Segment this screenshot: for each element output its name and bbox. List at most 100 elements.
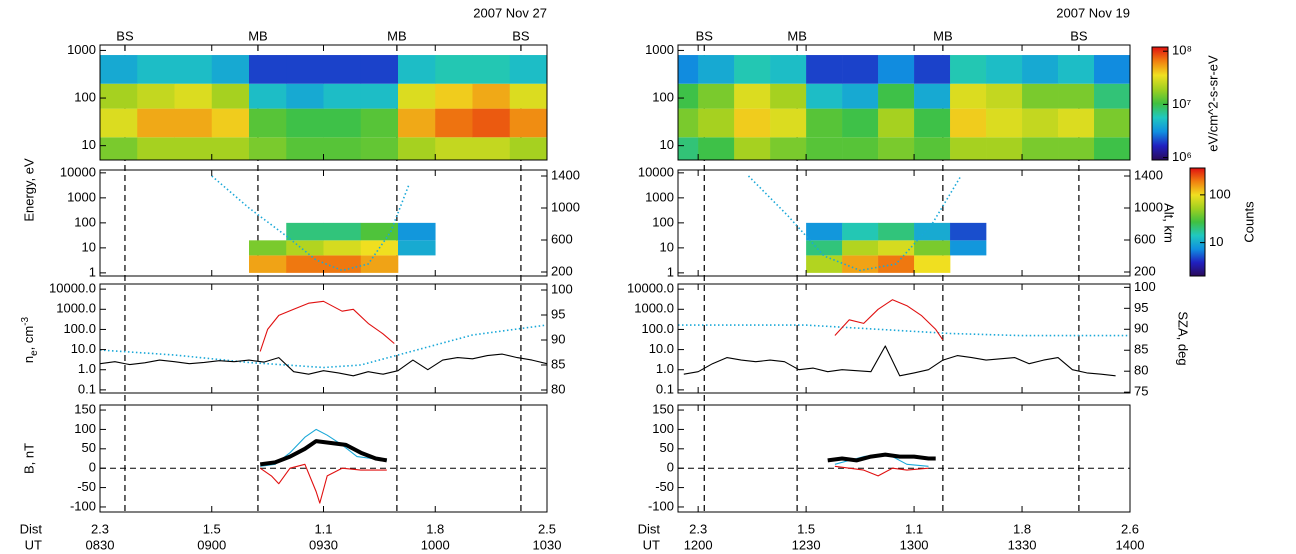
dist-label: 1.5 [797,521,815,536]
y2-tick-label: 1000 [551,199,580,214]
boundary-label: MB [933,28,953,43]
dist-label: 1.8 [1013,521,1031,536]
spectrogram-cell [678,137,699,160]
spectrogram-cell [1094,137,1130,160]
spectrogram-cell [100,83,138,109]
colorbar [1151,46,1169,161]
dist-label: 2.6 [1121,521,1139,536]
x-tick-label: 1200 [684,537,713,552]
y2-tick-label: 200 [1134,263,1156,278]
spectrogram-cell [842,108,879,138]
spectrogram-cell [914,240,951,256]
spectrogram-cell [286,222,324,241]
spectrogram-cell [1094,108,1130,138]
dist-label: 1.8 [426,521,444,536]
y-tick-label: 1.0 [78,361,96,376]
x-tick-label: 0830 [86,537,115,552]
y2-tick-label: 95 [1134,300,1148,315]
spectrogram-cell [806,108,843,138]
panel-frame [677,404,1131,513]
spectrogram-cell [360,108,399,138]
data-line [259,463,387,504]
y-tick-label: 1000.0 [634,301,674,316]
spectrogram-cell [360,255,399,273]
spectrogram-cell [435,137,473,160]
panel-frame [99,404,548,513]
panel: 1 10 100 1000 10000 200 600 1000 1400 [638,164,1163,279]
boundary-label: MB [248,28,268,43]
colorbar-tick-label: 10 [1209,234,1223,249]
spectrogram-cell [286,83,324,109]
y-tick-label: 10000 [638,164,674,179]
boundary-label: MB [787,28,807,43]
panel: 0.1 1.0 10.0 100.0 1000.0 10000.0 75 80 85 90 95 10… [627,279,1156,399]
y-tick-label: 150 [652,401,674,416]
y-tick-label: 100 [74,89,96,104]
y2-tick-label: 1000 [1134,199,1163,214]
spectrogram-cell [734,137,771,160]
spectrogram-cell [878,222,915,241]
y-tick-label: 50 [660,440,674,455]
spectrogram-cell [323,83,362,109]
spectrogram-cell [323,108,362,138]
spectrogram-cell [806,83,843,109]
panel-body [100,300,547,377]
y2-tick-label: 90 [1134,321,1148,336]
y2-tick-label: 85 [1134,342,1148,357]
spectrogram-cell [842,255,879,273]
spectrogram-cell [398,240,436,256]
y-tick-label: 0 [89,460,96,475]
y2-tick-label: 600 [551,231,573,246]
data-line [834,465,929,477]
dist-label: 1.1 [314,521,332,536]
spectrogram-cell [174,55,213,84]
y-tick-label: -100 [70,498,96,513]
spectrogram-cell [842,222,879,241]
spectrogram-cell [770,83,807,109]
spectrogram-cell [509,108,547,138]
y-tick-label: 1000 [67,189,96,204]
panel: 10 100 1000 [67,42,548,161]
y2-tick-label: 90 [551,331,565,346]
spectrogram-cell [1058,137,1095,160]
spectrogram-cell [249,108,287,138]
spectrogram-cell [878,83,915,109]
spectrogram-cell [1022,108,1059,138]
spectrogram-cell [770,55,807,84]
spectrogram-cell [1058,108,1095,138]
y-tick-label: 10 [660,137,674,152]
spectrogram-cell [1022,83,1059,109]
y2-tick-label: 200 [551,263,573,278]
y-tick-label: 1.0 [656,361,674,376]
spectrogram-cell [249,55,287,84]
y-label: B, nT [21,443,36,474]
panel-body [100,428,547,504]
dist-label: 2.3 [91,521,109,536]
spectrogram-cell [914,108,951,138]
data-line [100,353,547,377]
panel: 1 10 100 1000 10000 200 600 1000 1400 [60,164,580,279]
spectrogram-cell [398,137,436,160]
spectrogram-cell [770,137,807,160]
spectrogram-cell [734,55,771,84]
spectrogram-cell [472,108,511,138]
spectrogram-cell [806,222,843,241]
spectrogram-cell [100,108,138,138]
spectrogram-cell [137,55,175,84]
spectrogram-cell [950,83,987,109]
y-tick-label: 1000 [67,42,96,57]
panel: -100 -50 0 50 100 150 [70,401,548,513]
x-tick-label: 1330 [1008,537,1037,552]
y2-tick-label: 100 [551,281,573,296]
spectrogram-cell [249,83,287,109]
data-line [834,299,944,341]
spectrogram-cell [1022,137,1059,160]
y-label: Energy, eV [21,158,36,222]
spectrogram-cell [950,108,987,138]
x-tick-label: 1000 [421,537,450,552]
y-tick-label: 1 [667,264,674,279]
dist-label: 1.5 [203,521,221,536]
spectrogram-cell [678,108,699,138]
spectrogram-cell [137,83,175,109]
